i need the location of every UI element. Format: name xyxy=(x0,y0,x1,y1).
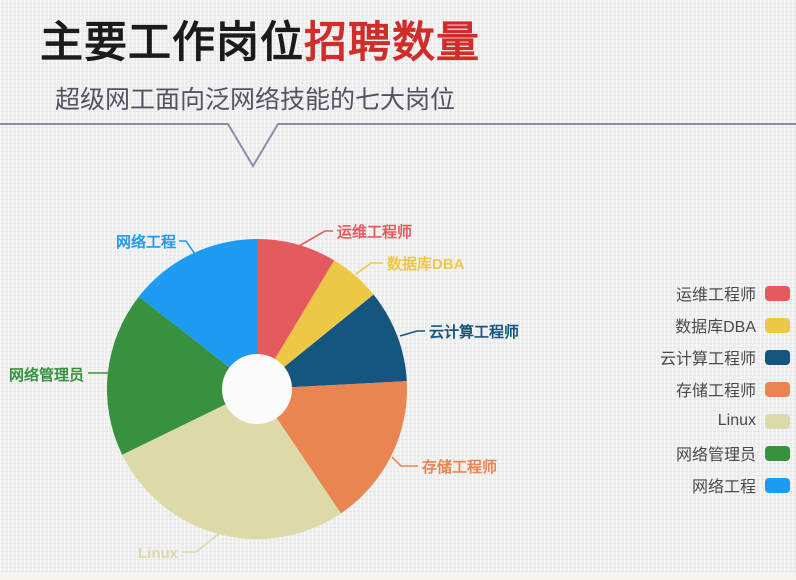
legend-item-6[interactable]: 网络工程 xyxy=(660,469,790,501)
pie-center-hole xyxy=(222,354,292,424)
pie-leader-6 xyxy=(179,240,198,258)
legend-label: 存储工程师 xyxy=(675,383,756,400)
title-main: 主要工作岗位 xyxy=(40,19,304,67)
pie-slice-1[interactable] xyxy=(257,260,374,389)
pie-leader-3 xyxy=(391,456,418,467)
pie-slice-3[interactable] xyxy=(257,381,407,514)
pie-callout-label-2: 云计算工程师 xyxy=(429,323,519,341)
page-title: 主要工作岗位招聘数量 xyxy=(40,8,480,70)
legend-swatch xyxy=(765,285,790,301)
legend-item-2[interactable]: 云计算工程师 xyxy=(660,341,790,373)
pie-callout-label-0: 运维工程师 xyxy=(337,223,412,241)
pie-chart xyxy=(106,239,407,540)
legend-swatch xyxy=(765,317,790,333)
legend-label: 数据库DBA xyxy=(675,319,756,336)
pie-leader-2 xyxy=(399,330,425,337)
legend-swatch xyxy=(765,349,790,365)
bottom-strip xyxy=(0,573,796,580)
legend-item-5[interactable]: 网络管理员 xyxy=(660,437,790,469)
pie-leader-lines xyxy=(88,230,425,553)
pie-leader-4 xyxy=(182,531,222,553)
pie-callout-label-1: 数据库DBA xyxy=(387,255,465,273)
legend-label: Linux xyxy=(717,412,756,429)
pie-callout-label-6: 网络工程 xyxy=(116,233,176,251)
legend-swatch xyxy=(765,381,790,397)
page-subtitle: 超级网工面向泛网络技能的七大岗位 xyxy=(55,86,456,114)
chart-legend: 运维工程师数据库DBA 云计算工程师存储工程师 Linux 网络管理员网络工程 xyxy=(660,277,790,501)
legend-swatch xyxy=(765,477,790,493)
legend-item-0[interactable]: 运维工程师 xyxy=(660,277,790,309)
section-divider xyxy=(0,123,796,168)
legend-label: 网络工程 xyxy=(691,479,756,496)
legend-swatch xyxy=(765,445,790,461)
legend-item-3[interactable]: 存储工程师 xyxy=(660,373,790,405)
pie-slice-5[interactable] xyxy=(106,296,257,455)
title-accent: 招聘数量 xyxy=(304,19,480,67)
pie-callout-label-3: 存储工程师 xyxy=(422,458,497,476)
pie-leader-0 xyxy=(298,230,333,247)
legend-swatch xyxy=(765,413,790,429)
pie-slice-2[interactable] xyxy=(257,294,407,389)
legend-label: 运维工程师 xyxy=(675,287,756,304)
pie-callout-label-4: Linux xyxy=(138,545,179,562)
legend-item-1[interactable]: 数据库DBA xyxy=(660,309,790,341)
legend-item-4[interactable]: Linux xyxy=(660,405,790,437)
pie-callout-label-5: 网络管理员 xyxy=(9,366,84,384)
legend-label: 云计算工程师 xyxy=(659,351,756,368)
pie-slice-4[interactable] xyxy=(122,389,341,540)
pie-slice-0[interactable] xyxy=(257,239,335,389)
legend-label: 网络管理员 xyxy=(675,447,756,464)
pie-slice-6[interactable] xyxy=(138,239,257,389)
pie-leader-1 xyxy=(355,262,383,275)
